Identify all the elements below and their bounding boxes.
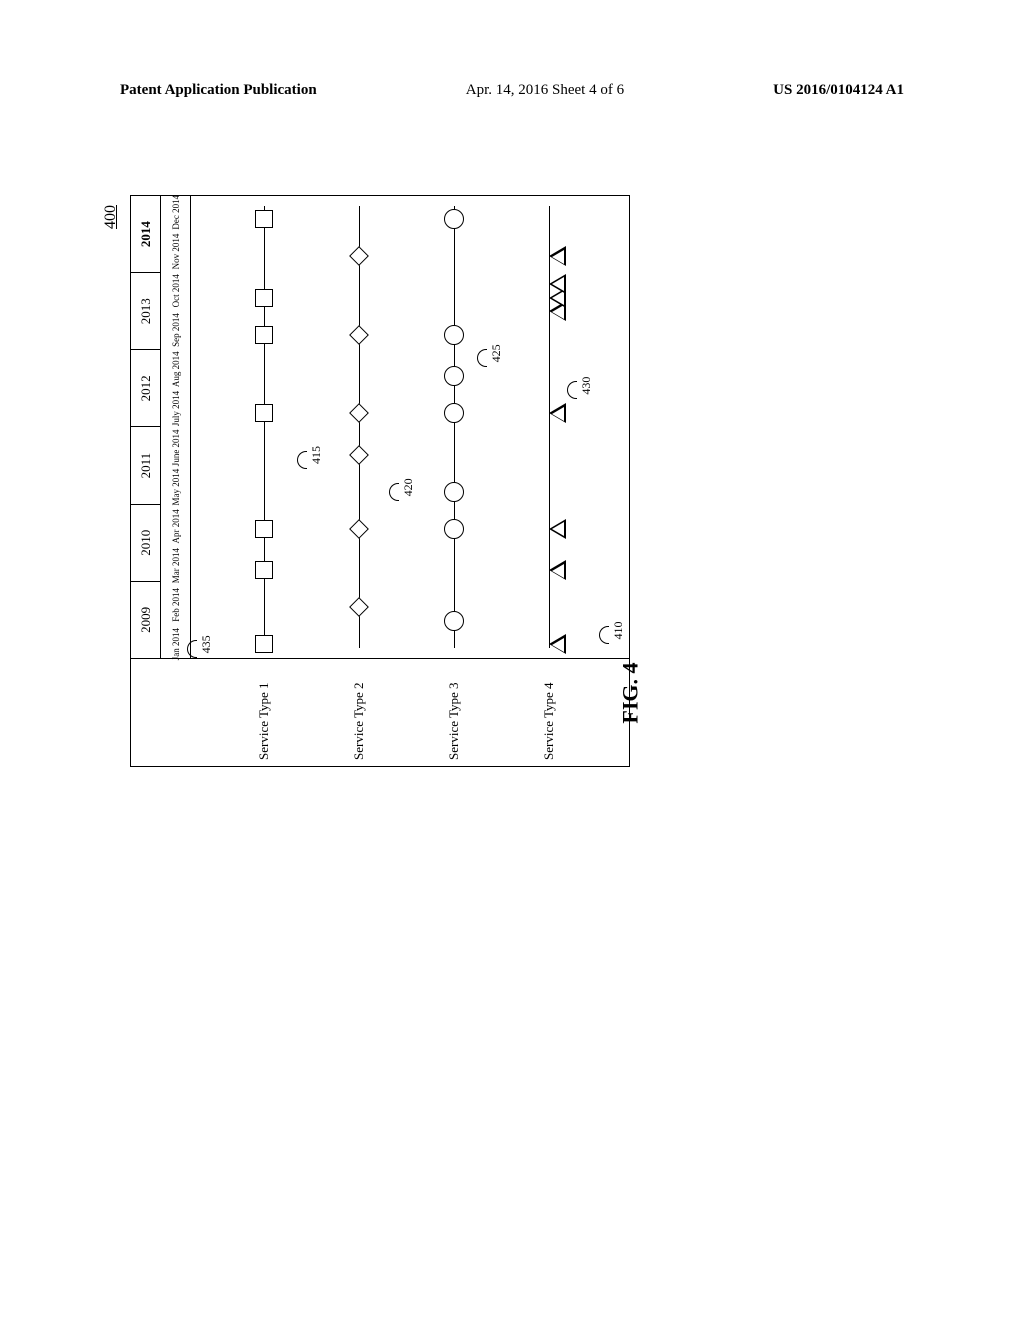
event-marker-square xyxy=(255,289,273,307)
month-label: June 2014 xyxy=(161,429,191,466)
timeline-row: Service Type 1 xyxy=(216,196,311,658)
axis-area: 200920102011201220132014 Jan 2014Feb 201… xyxy=(131,196,191,658)
timeline-line xyxy=(359,206,360,648)
figure-caption: FIG. 4 xyxy=(618,662,644,723)
month-label: July 2014 xyxy=(161,390,191,427)
callout-label: 430 xyxy=(579,377,594,395)
event-marker-square xyxy=(255,520,273,538)
year-label: 2014 xyxy=(131,196,160,272)
row-label: Service Type 4 xyxy=(541,662,557,766)
figure-container: 400 200920102011201220132014 Jan 2014Feb… xyxy=(130,195,630,767)
callout-connector xyxy=(389,483,399,501)
year-label: 2013 xyxy=(131,272,160,349)
event-marker-diamond xyxy=(349,325,369,345)
timeline-line xyxy=(264,206,265,648)
years-row: 200920102011201220132014 xyxy=(131,196,161,658)
callout-label: 435 xyxy=(199,635,214,653)
event-marker-diamond xyxy=(349,445,369,465)
event-marker-circle xyxy=(444,209,464,229)
event-marker-square xyxy=(255,326,273,344)
event-marker-diamond xyxy=(349,403,369,423)
callout-connector xyxy=(297,451,307,469)
year-label: 2010 xyxy=(131,504,160,581)
event-marker-diamond xyxy=(349,519,369,539)
month-label: Nov 2014 xyxy=(161,233,191,270)
plot-area: Service Type 1Service Type 2Service Type… xyxy=(191,196,629,658)
event-marker-square xyxy=(255,404,273,422)
header-left: Patent Application Publication xyxy=(120,82,317,99)
month-label: May 2014 xyxy=(161,469,191,506)
timeline-row: Service Type 4 xyxy=(501,196,596,658)
event-marker-diamond xyxy=(349,597,369,617)
row-label: Service Type 3 xyxy=(446,662,462,766)
callout-label: 410 xyxy=(611,622,626,640)
months-row: Jan 2014Feb 2014Mar 2014Apr 2014May 2014… xyxy=(161,196,191,658)
row-label: Service Type 2 xyxy=(351,662,367,766)
year-label: 2011 xyxy=(131,426,160,503)
event-marker-circle xyxy=(444,519,464,539)
chart-frame: 200920102011201220132014 Jan 2014Feb 201… xyxy=(130,195,630,767)
month-label: Mar 2014 xyxy=(161,547,191,584)
event-marker-circle xyxy=(444,611,464,631)
timeline-row: Service Type 3 xyxy=(406,196,501,658)
month-label: Feb 2014 xyxy=(161,586,191,623)
event-marker-circle xyxy=(444,482,464,502)
page-header: Patent Application Publication Apr. 14, … xyxy=(0,82,1024,99)
month-label: Sep 2014 xyxy=(161,312,191,349)
event-marker-circle xyxy=(444,325,464,345)
month-label: Oct 2014 xyxy=(161,272,191,309)
callout-label: 415 xyxy=(309,446,324,464)
month-label: Dec 2014 xyxy=(161,194,191,231)
header-center: Apr. 14, 2016 Sheet 4 of 6 xyxy=(466,82,624,99)
month-label: Aug 2014 xyxy=(161,351,191,388)
callout-connector xyxy=(599,626,609,644)
event-marker-square xyxy=(255,561,273,579)
figure-number: 400 xyxy=(102,205,120,229)
timeline-line xyxy=(549,206,550,648)
year-label: 2012 xyxy=(131,349,160,426)
month-label: Apr 2014 xyxy=(161,508,191,545)
event-marker-diamond xyxy=(349,246,369,266)
timeline-row: Service Type 2 xyxy=(311,196,406,658)
event-marker-square xyxy=(255,635,273,653)
header-right: US 2016/0104124 A1 xyxy=(773,82,904,99)
row-label: Service Type 1 xyxy=(256,662,272,766)
event-marker-square xyxy=(255,210,273,228)
month-label: Jan 2014 xyxy=(161,626,191,663)
callout-label: 420 xyxy=(401,478,416,496)
timeline-line xyxy=(454,206,455,648)
callout-label: 425 xyxy=(489,344,504,362)
event-marker-circle xyxy=(444,403,464,423)
year-label: 2009 xyxy=(131,581,160,658)
event-marker-circle xyxy=(444,366,464,386)
